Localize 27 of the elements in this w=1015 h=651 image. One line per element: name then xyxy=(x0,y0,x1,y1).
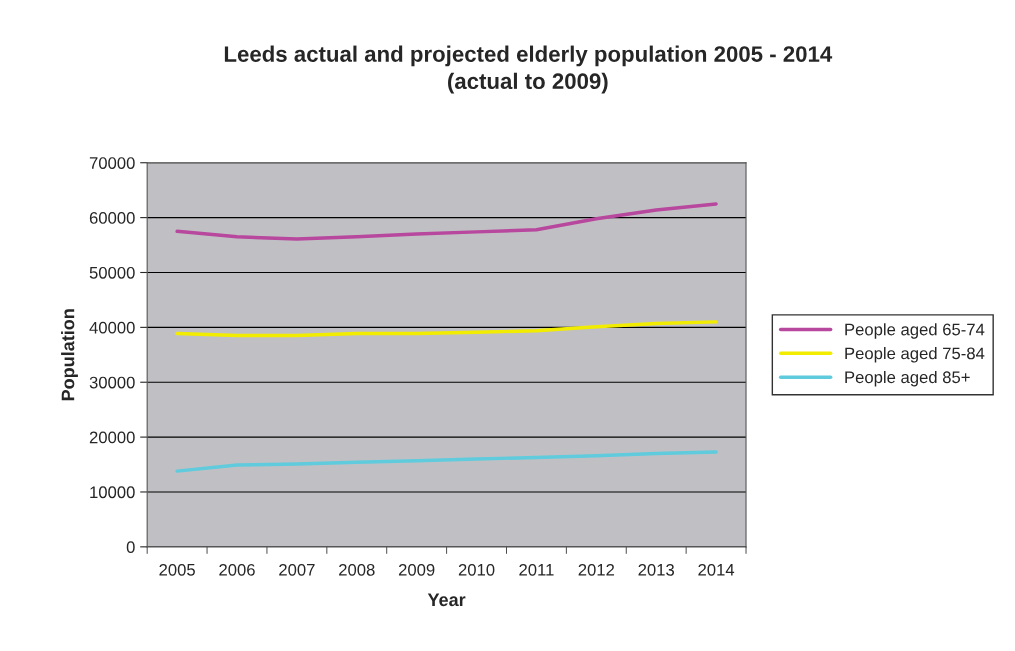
y-tick-label: 10000 xyxy=(90,486,135,499)
x-tick-label: 2014 xyxy=(698,563,735,576)
x-tick-label: 2012 xyxy=(578,563,615,576)
legend-label: People aged 85+ xyxy=(845,370,970,387)
x-tick-label: 2006 xyxy=(219,563,255,576)
x-tick-label: 2005 xyxy=(159,563,195,576)
legend-label: People aged 75-84 xyxy=(845,347,985,363)
y-tick-label: 40000 xyxy=(89,321,135,334)
line-series xyxy=(175,450,718,473)
x-tick-label: 2007 xyxy=(279,563,315,576)
y-tick-label: 0 xyxy=(126,541,135,554)
y-tick-label: 70000 xyxy=(89,157,135,169)
chart-title: Leeds actual and projected elderly population 2005 - 2014 (actual to 2009) xyxy=(224,45,833,94)
line-series xyxy=(175,202,718,241)
x-tick-label: 2013 xyxy=(638,563,675,576)
x-axis-title: Year xyxy=(427,593,466,607)
x-tick-label: 2008 xyxy=(339,563,375,576)
x-tick-label: 2009 xyxy=(398,563,435,576)
x-tick-label: 2011 xyxy=(519,563,554,576)
y-tick-label: 60000 xyxy=(89,212,135,224)
line-series xyxy=(175,320,718,338)
y-tick-label: 20000 xyxy=(89,431,135,444)
x-tick-label: 2010 xyxy=(458,563,495,576)
legend-label: People aged 65-74 xyxy=(845,323,985,339)
y-tick-label: 50000 xyxy=(89,266,135,279)
y-tick-label: 30000 xyxy=(89,376,135,389)
y-axis-title: Population xyxy=(61,309,78,401)
